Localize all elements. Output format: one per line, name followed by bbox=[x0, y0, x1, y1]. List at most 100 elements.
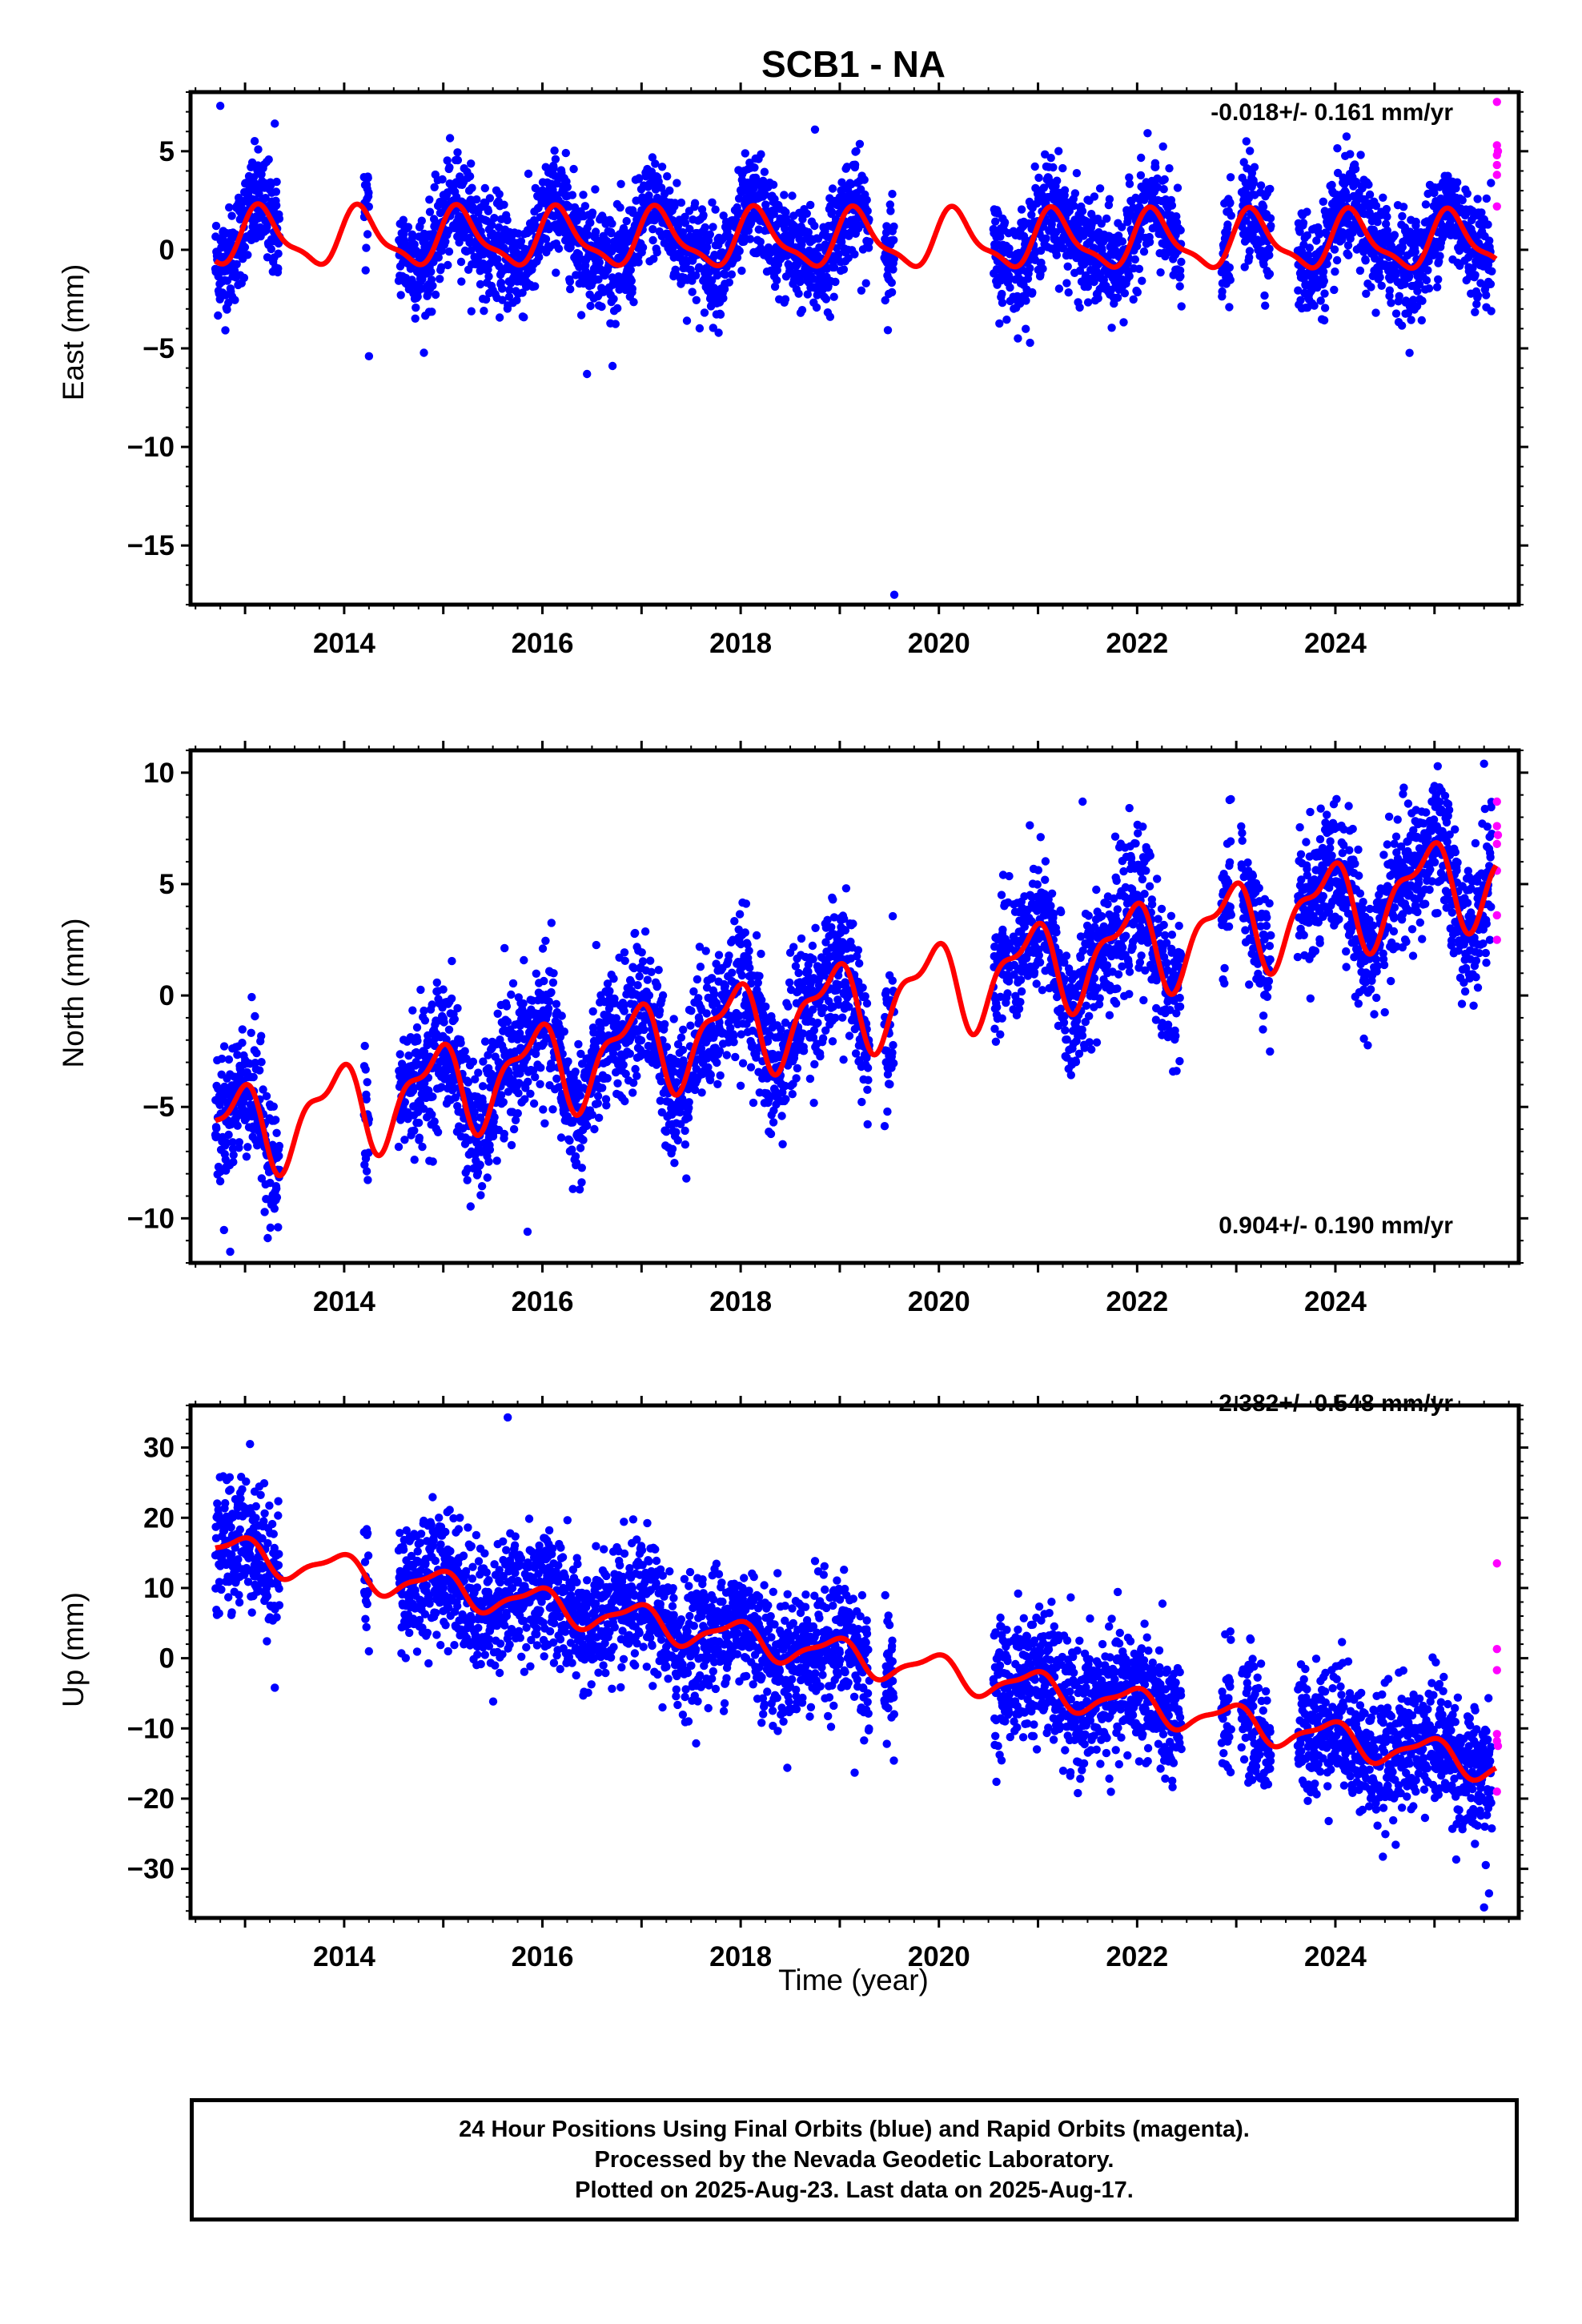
final-orbit-point bbox=[1153, 183, 1162, 192]
final-orbit-point bbox=[411, 314, 420, 323]
final-orbit-point bbox=[1081, 271, 1090, 280]
final-orbit-point bbox=[231, 296, 239, 304]
final-orbit-outlier bbox=[810, 125, 820, 134]
final-orbit-point bbox=[1355, 266, 1365, 275]
final-orbit-point bbox=[492, 1156, 501, 1165]
final-orbit-point bbox=[410, 1126, 419, 1136]
final-orbit-outlier bbox=[889, 590, 899, 599]
final-orbit-point bbox=[750, 163, 759, 172]
final-orbit-point bbox=[440, 1018, 448, 1027]
final-orbit-point bbox=[1266, 214, 1275, 223]
final-orbit-point bbox=[1143, 129, 1152, 138]
final-orbit-point bbox=[271, 187, 281, 196]
final-orbit-point bbox=[410, 240, 419, 249]
final-orbit-point bbox=[396, 1050, 404, 1059]
final-orbit-point bbox=[855, 139, 865, 148]
final-orbit-point bbox=[364, 188, 373, 197]
final-orbit-point bbox=[477, 1182, 487, 1191]
final-orbit-point bbox=[686, 265, 695, 275]
final-orbit-point bbox=[711, 205, 720, 214]
final-orbit-point bbox=[262, 1092, 271, 1101]
final-orbit-point bbox=[272, 1193, 282, 1202]
final-orbit-point bbox=[1423, 266, 1432, 275]
final-orbit-point bbox=[812, 303, 821, 312]
final-orbit-point bbox=[1058, 163, 1067, 173]
final-orbit-point bbox=[1133, 287, 1142, 297]
final-orbit-point bbox=[493, 1009, 502, 1019]
final-orbit-point bbox=[457, 277, 466, 286]
final-orbit-point bbox=[1299, 219, 1308, 227]
final-orbit-point bbox=[230, 266, 239, 275]
final-orbit-point bbox=[1090, 277, 1098, 287]
final-orbit-point bbox=[1118, 223, 1126, 231]
final-orbit-point bbox=[887, 287, 897, 297]
final-orbit-point bbox=[484, 1157, 493, 1166]
final-orbit-point bbox=[579, 191, 588, 199]
panel-east-rate: -0.018+/- 0.161 mm/yr bbox=[1211, 99, 1453, 126]
final-orbit-point bbox=[453, 148, 462, 157]
final-orbit-point bbox=[547, 987, 556, 997]
final-orbit-point bbox=[413, 292, 422, 301]
final-orbit-point bbox=[1298, 247, 1307, 256]
final-orbit-point bbox=[1139, 247, 1149, 256]
final-orbit-point bbox=[456, 1039, 465, 1047]
final-orbit-point bbox=[1028, 287, 1037, 297]
final-orbit-point bbox=[745, 235, 755, 243]
final-orbit-point bbox=[1411, 247, 1419, 256]
final-orbit-point bbox=[620, 956, 629, 966]
final-orbit-point bbox=[560, 1027, 568, 1036]
final-orbit-point bbox=[1226, 198, 1235, 207]
final-orbit-point bbox=[1239, 158, 1248, 167]
final-orbit-point bbox=[594, 275, 603, 284]
final-orbit-point bbox=[727, 270, 737, 279]
final-orbit-point bbox=[829, 292, 838, 301]
final-orbit-point bbox=[1342, 132, 1351, 141]
final-orbit-point bbox=[834, 250, 843, 259]
final-orbit-point bbox=[549, 969, 558, 978]
final-orbit-point bbox=[1482, 194, 1492, 203]
final-orbit-point bbox=[638, 957, 648, 966]
final-orbit-point bbox=[590, 1124, 599, 1134]
final-orbit-point bbox=[247, 992, 256, 1002]
final-orbit-point bbox=[1312, 236, 1321, 245]
final-orbit-point bbox=[1037, 246, 1046, 255]
final-orbit-point bbox=[1083, 298, 1093, 307]
final-orbit-point bbox=[267, 244, 275, 254]
final-orbit-point bbox=[1063, 262, 1072, 271]
final-orbit-point bbox=[781, 224, 789, 233]
final-orbit-point bbox=[1175, 282, 1184, 291]
final-orbit-point bbox=[1238, 223, 1247, 231]
final-orbit-point bbox=[219, 1042, 229, 1051]
final-orbit-point bbox=[1240, 263, 1249, 271]
final-orbit-point bbox=[232, 259, 241, 269]
final-orbit-point bbox=[272, 1128, 281, 1138]
x-tick-label: 2014 bbox=[313, 628, 375, 659]
final-orbit-point bbox=[1305, 243, 1315, 252]
final-orbit-point bbox=[656, 183, 666, 192]
final-orbit-point bbox=[609, 295, 618, 304]
final-orbit-point bbox=[1303, 207, 1311, 216]
final-orbit-point bbox=[503, 215, 512, 225]
final-orbit-point bbox=[428, 308, 436, 316]
final-orbit-point bbox=[1471, 308, 1480, 316]
final-orbit-point bbox=[708, 275, 717, 285]
final-orbit-point bbox=[881, 228, 891, 237]
final-orbit-point bbox=[583, 271, 592, 281]
final-orbit-point bbox=[363, 1078, 371, 1087]
final-orbit-point bbox=[264, 155, 273, 164]
final-orbit-point bbox=[1227, 211, 1236, 220]
final-orbit-point bbox=[695, 324, 705, 333]
final-orbit-point bbox=[257, 1031, 266, 1040]
final-orbit-point bbox=[857, 286, 866, 295]
final-orbit-point bbox=[415, 1133, 424, 1142]
final-orbit-point bbox=[688, 287, 697, 296]
final-orbit-point bbox=[541, 235, 551, 243]
final-orbit-point bbox=[1058, 243, 1068, 253]
final-orbit-point bbox=[1331, 267, 1339, 276]
final-orbit-point bbox=[363, 1176, 372, 1184]
final-orbit-point bbox=[363, 230, 372, 239]
x-tick-label: 2022 bbox=[1106, 628, 1168, 659]
final-orbit-point bbox=[453, 155, 463, 165]
final-orbit-point bbox=[1090, 192, 1099, 201]
final-orbit-point bbox=[552, 268, 560, 277]
